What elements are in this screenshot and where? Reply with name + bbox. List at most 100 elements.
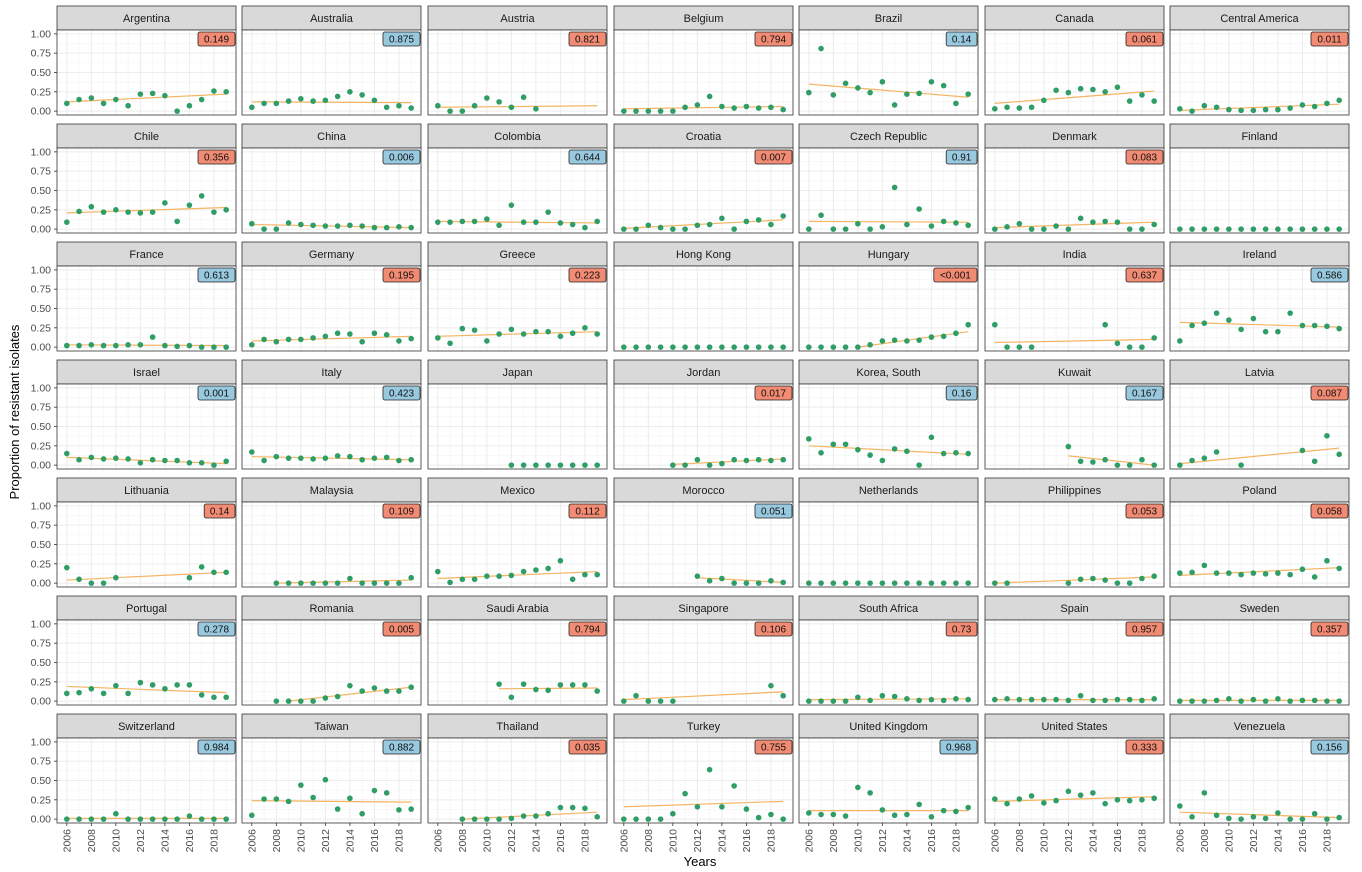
facet-panel: Czech Republic 0.91 <box>798 123 979 234</box>
facet-panel: Japan <box>427 359 608 470</box>
facet-panel: Ireland 0.586 <box>1169 241 1350 352</box>
data-point <box>1102 89 1108 95</box>
p-value-label: 0.005 <box>389 625 414 636</box>
data-point <box>1336 565 1342 572</box>
facet-strip <box>56 359 237 385</box>
data-point <box>645 222 652 229</box>
data-point <box>645 344 652 350</box>
data-point <box>891 812 898 819</box>
data-point <box>261 336 267 343</box>
y-tick-label: 0.50 <box>31 539 52 551</box>
facet-panel: Finland <box>1169 123 1350 234</box>
facet-panel: Brazil 0.14 <box>798 5 979 116</box>
p-value-label: 0.637 <box>1132 271 1157 282</box>
facet-panel: Greece 0.223 <box>427 241 608 352</box>
facet-title: Brazil <box>875 13 903 25</box>
data-point <box>435 335 441 341</box>
panel-border <box>1169 147 1350 234</box>
data-point <box>904 696 910 702</box>
data-point <box>88 203 95 210</box>
facet-strip <box>1169 477 1350 503</box>
p-value-badge <box>939 739 978 755</box>
data-point <box>359 92 365 98</box>
data-point <box>322 695 329 701</box>
data-point <box>1004 224 1010 230</box>
panel-border <box>798 383 979 470</box>
data-point <box>940 333 947 340</box>
data-point <box>298 455 304 461</box>
data-point <box>1126 98 1133 104</box>
data-point <box>904 91 910 97</box>
data-point <box>891 693 898 700</box>
data-point <box>1177 338 1183 344</box>
facet-title: Israel <box>133 367 160 379</box>
data-point <box>755 814 762 821</box>
data-point <box>100 342 107 349</box>
data-point <box>842 226 849 232</box>
data-point <box>621 226 627 232</box>
data-point <box>768 104 774 111</box>
x-tick-label: 2014 <box>901 829 913 853</box>
facet-strip <box>613 477 794 503</box>
data-point <box>186 102 193 109</box>
data-point <box>310 222 316 229</box>
data-point <box>657 816 664 822</box>
data-point <box>1250 570 1257 576</box>
y-tick-label: 0.25 <box>31 676 52 688</box>
data-point <box>633 108 639 114</box>
data-point <box>1053 223 1059 229</box>
p-value-badge <box>197 267 236 283</box>
data-point <box>545 209 551 215</box>
x-tick-label: 2018 <box>950 829 962 853</box>
data-point <box>371 455 378 461</box>
data-point <box>780 456 786 463</box>
panel-border <box>241 619 422 706</box>
x-tick-label: 2008 <box>1014 829 1026 853</box>
facet-strip <box>427 5 608 31</box>
data-point <box>249 342 255 348</box>
data-point <box>879 78 886 85</box>
data-point <box>621 816 627 822</box>
p-value-label: 0.613 <box>204 271 229 282</box>
data-point <box>298 95 304 102</box>
data-point <box>1041 97 1047 104</box>
facet-strip <box>1169 123 1350 149</box>
data-point <box>496 681 502 687</box>
data-point <box>1090 790 1096 796</box>
data-point <box>569 221 576 228</box>
data-point <box>1226 815 1232 822</box>
data-point <box>471 576 478 583</box>
data-point <box>1189 226 1195 232</box>
data-point <box>953 449 959 456</box>
data-point <box>1028 104 1035 111</box>
data-point <box>76 208 82 215</box>
data-point <box>867 89 873 96</box>
data-point <box>867 452 873 458</box>
facet-panel: Romania 0.005 <box>241 595 422 706</box>
data-point <box>965 321 971 328</box>
data-point <box>471 816 478 822</box>
data-point <box>447 340 453 347</box>
data-point <box>928 434 935 441</box>
data-point <box>520 331 527 337</box>
facet-title: Korea, South <box>856 367 920 379</box>
data-point <box>842 698 849 704</box>
data-point <box>408 806 414 812</box>
data-point <box>768 682 774 689</box>
facet-strip <box>241 713 422 739</box>
p-value-label: 0.007 <box>761 153 786 164</box>
x-tick-label: 2006 <box>61 829 73 853</box>
data-point <box>1213 226 1220 232</box>
data-point <box>1016 105 1023 111</box>
data-point <box>830 92 837 98</box>
data-point <box>408 335 414 342</box>
data-point <box>88 580 95 586</box>
data-point <box>459 218 466 225</box>
data-point <box>569 462 576 468</box>
p-value-label: 0.278 <box>204 625 229 636</box>
data-point <box>1177 462 1183 468</box>
facet-strip <box>984 123 1165 149</box>
data-point <box>1238 571 1244 578</box>
data-point <box>125 816 131 822</box>
data-point <box>928 580 935 586</box>
